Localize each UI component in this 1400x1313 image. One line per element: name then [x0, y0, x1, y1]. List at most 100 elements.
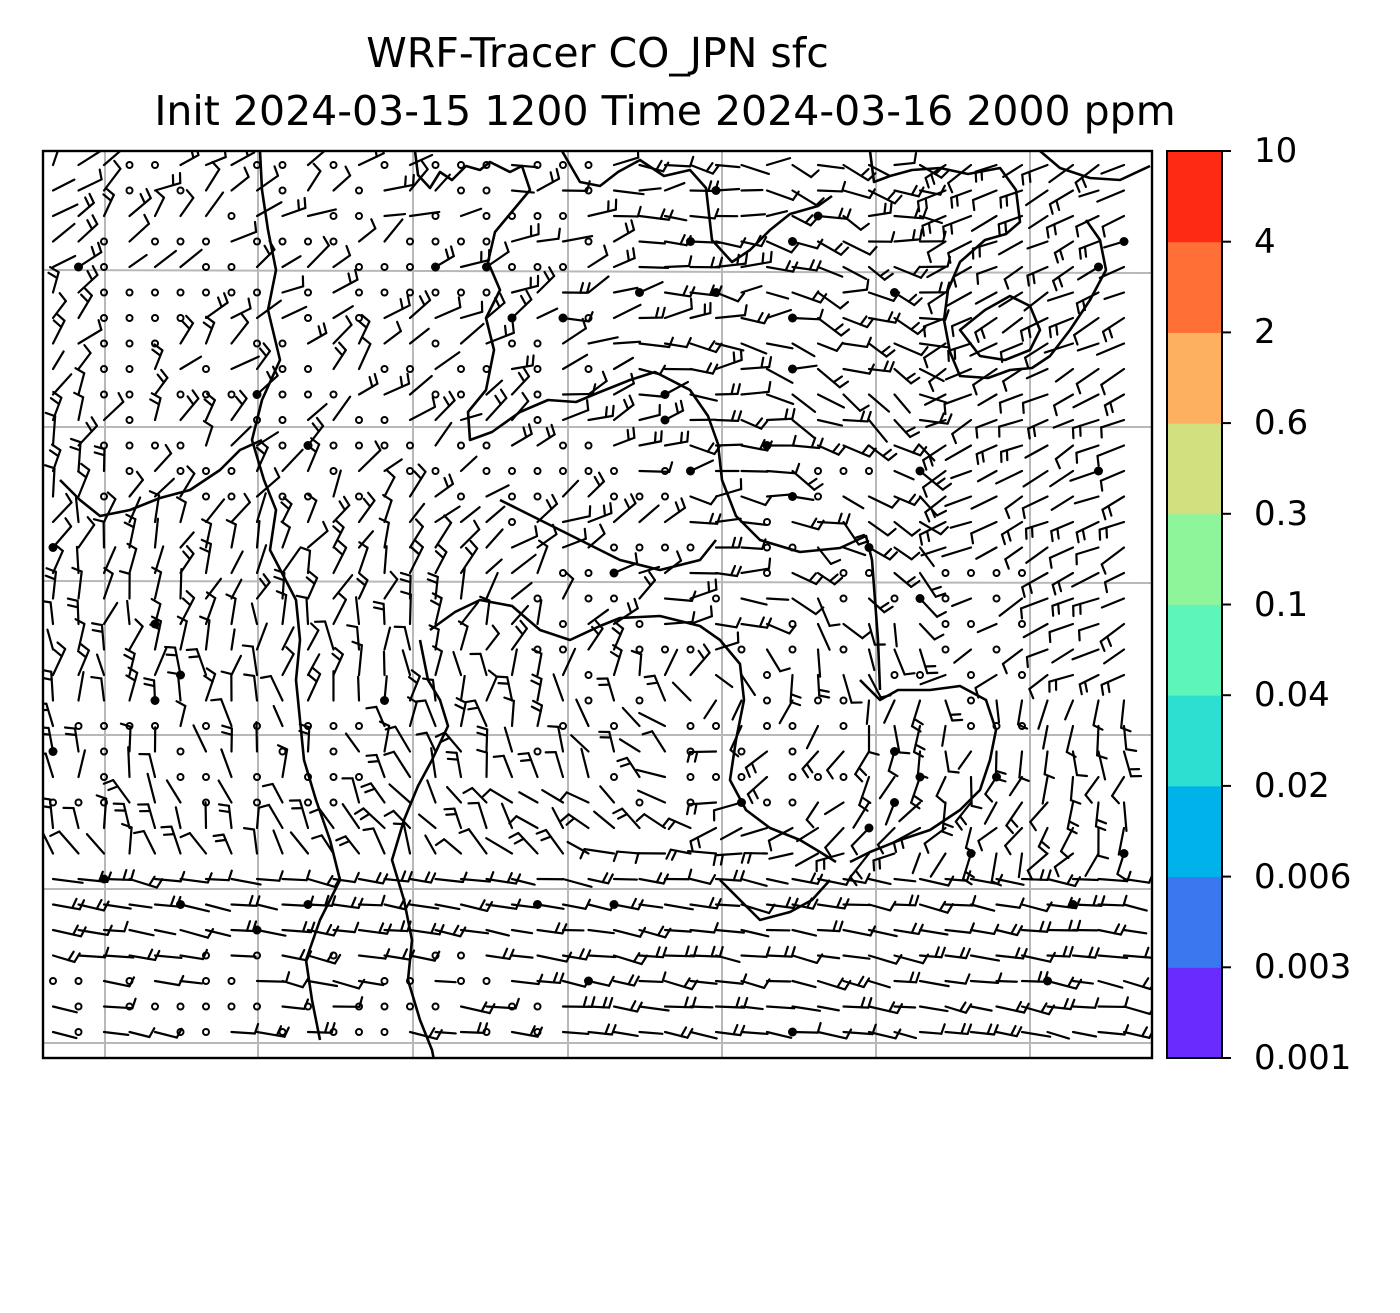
calm-wind-marker: [482, 977, 491, 985]
wind-barb: [867, 360, 895, 373]
wind-barb: [663, 255, 693, 269]
wind-barb: [77, 214, 99, 243]
wind-barb: [1074, 163, 1100, 193]
wind-barb: [388, 783, 412, 804]
calm-wind-marker: [380, 441, 389, 450]
wind-barb: [768, 852, 794, 860]
wind-barb: [977, 393, 998, 407]
wind-barb: [561, 647, 577, 677]
wind-barb: [1003, 265, 1024, 290]
wind-barb: [1084, 775, 1100, 804]
wind-barb: [1052, 418, 1075, 429]
wind-barb: [663, 648, 679, 677]
colorbar-tick-label: 0.3: [1254, 493, 1309, 534]
calm-wind-marker: [967, 722, 975, 730]
wind-barb: [663, 550, 683, 575]
wind-barb: [51, 492, 73, 524]
wind-barb: [384, 725, 412, 753]
calm-wind-marker: [508, 1002, 516, 1011]
wind-barb: [230, 654, 243, 677]
wind-barb: [47, 266, 60, 294]
calm-wind-marker: [74, 1028, 83, 1036]
wind-barb: [943, 393, 973, 416]
wind-barb: [974, 316, 998, 343]
wind-barb: [999, 342, 1024, 364]
station-dot: [1043, 976, 1052, 986]
wind-barb: [661, 817, 692, 831]
wind-barb: [926, 240, 947, 264]
wind-barb: [230, 578, 243, 600]
calm-wind-marker: [457, 390, 465, 399]
wind-barb: [867, 418, 888, 443]
calm-wind-marker: [74, 977, 83, 985]
wind-barb: [341, 777, 361, 804]
wind-barb: [663, 214, 688, 222]
calm-wind-marker: [227, 390, 236, 399]
wind-barb: [357, 530, 375, 549]
wind-barb: [816, 571, 844, 586]
wind-barb: [1122, 750, 1143, 778]
wind-barb: [740, 356, 773, 371]
wind-barb: [689, 442, 722, 456]
wind-barb: [575, 698, 590, 728]
wind-barb: [953, 648, 973, 664]
calm-wind-marker: [992, 645, 1001, 654]
wind-barb: [393, 625, 412, 651]
calm-wind-marker: [253, 237, 261, 246]
wind-barb: [146, 772, 157, 804]
wind-barb: [918, 979, 950, 988]
wind-barb: [434, 473, 455, 498]
wind-barb: [893, 493, 922, 507]
calm-wind-marker: [278, 339, 287, 348]
wind-barb: [408, 502, 426, 524]
wind-barb: [918, 546, 935, 568]
wind-barb: [332, 305, 354, 320]
calm-wind-marker: [176, 1002, 185, 1011]
wind-barb: [559, 813, 590, 830]
calm-wind-marker: [74, 798, 83, 807]
wind-barb: [49, 830, 80, 855]
station-dot: [150, 696, 160, 705]
calm-wind-marker: [227, 977, 236, 985]
station-dot: [609, 900, 619, 909]
wind-barb: [612, 926, 647, 938]
wind-barb: [1018, 750, 1030, 783]
wind-barb: [714, 348, 743, 371]
wind-barb: [893, 184, 925, 198]
wind-barb: [281, 646, 295, 677]
station-dot: [380, 696, 389, 705]
wind-barb: [867, 622, 886, 646]
wind-barb: [883, 699, 896, 724]
wind-barb: [1021, 571, 1049, 598]
wind-barb: [609, 644, 623, 677]
colorbar-segment: [1167, 695, 1222, 787]
wind-barb: [536, 539, 549, 575]
wind-barb: [243, 673, 259, 702]
wind-barb: [306, 979, 339, 988]
calm-wind-marker: [355, 416, 363, 424]
wind-barb: [740, 1030, 769, 1036]
wind-barb: [740, 1005, 764, 1011]
wind-barb: [570, 734, 590, 753]
calm-wind-marker: [125, 161, 134, 169]
wind-barb: [138, 752, 157, 779]
calm-wind-marker: [788, 620, 797, 628]
calm-wind-marker: [1018, 569, 1026, 577]
wind-barb: [816, 648, 822, 678]
wind-barb: [212, 833, 233, 855]
station-dot: [864, 543, 874, 552]
wind-barb: [561, 317, 587, 345]
wind-barb: [51, 543, 64, 575]
wind-barb: [635, 768, 667, 779]
wind-barb: [510, 553, 537, 575]
wind-barb: [972, 367, 998, 396]
wind-barb: [383, 626, 392, 651]
gridline-horizontal: [43, 580, 1152, 584]
calm-wind-marker: [559, 620, 567, 628]
colorbar-tick-label: 0.1: [1254, 584, 1309, 625]
wind-barb: [74, 618, 86, 651]
wind-barb: [638, 1005, 670, 1012]
wind-barb: [125, 666, 139, 702]
calm-wind-marker: [202, 1002, 210, 1011]
wind-barb: [1071, 997, 1100, 1009]
